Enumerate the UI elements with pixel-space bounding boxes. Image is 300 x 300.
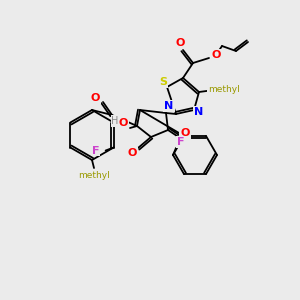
Text: H: H [111,116,119,126]
Text: O: O [175,38,185,48]
Text: N: N [164,101,174,111]
Text: O: O [180,128,190,138]
Text: methyl: methyl [78,172,110,181]
Text: F: F [177,137,185,147]
Text: O: O [127,148,137,158]
Text: F: F [92,146,99,155]
Text: S: S [159,77,167,87]
Text: O: O [90,93,100,103]
Text: O: O [118,118,128,128]
Text: N: N [194,107,204,117]
Text: O: O [211,50,221,60]
Text: methyl: methyl [208,85,240,94]
